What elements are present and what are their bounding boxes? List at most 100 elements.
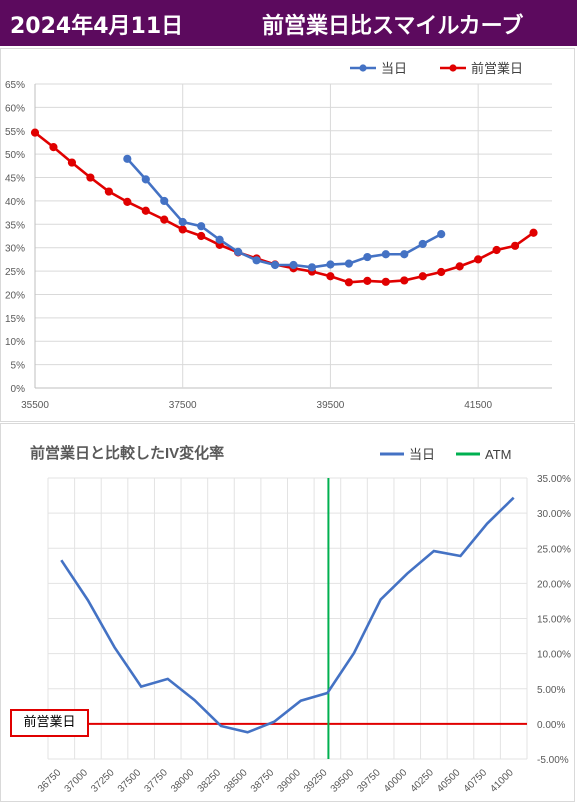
y-tick-label: 55% <box>5 127 25 138</box>
data-point-prev <box>197 231 206 241</box>
y-tick-label: 0.00% <box>537 720 565 731</box>
y-tick-label: 10% <box>5 337 25 348</box>
data-point-prev <box>510 241 520 250</box>
title-bar: 2024年4月11日 前営業日比スマイルカーブ <box>0 0 577 46</box>
data-point-prev <box>86 173 95 182</box>
data-point-prev <box>455 262 464 271</box>
page-date: 2024年4月11日 <box>10 14 184 39</box>
data-point-today <box>418 239 427 249</box>
x-tick-label: 37250 <box>89 767 117 795</box>
data-point-today <box>326 260 335 269</box>
x-tick-label: 40750 <box>462 767 490 795</box>
data-point-today <box>400 250 409 259</box>
y-tick-label: 45% <box>5 174 25 185</box>
x-tick-label: 39500 <box>317 400 345 411</box>
x-tick-label: 39500 <box>329 767 357 795</box>
x-tick-label: 38250 <box>196 767 224 795</box>
y-tick-label: 15.00% <box>537 615 571 626</box>
data-point-prev <box>418 272 427 281</box>
data-point-today <box>363 252 372 262</box>
data-point-prev <box>344 278 353 287</box>
data-point-prev <box>123 197 132 206</box>
x-tick-label: 36750 <box>36 767 64 795</box>
data-point-today <box>344 259 353 268</box>
y-tick-label: -5.00% <box>537 755 569 766</box>
x-tick-label: 39000 <box>275 767 303 795</box>
x-tick-label: 40500 <box>435 767 463 795</box>
y-tick-label: 5% <box>11 361 26 372</box>
series-line-today <box>60 496 515 734</box>
x-tick-label: 37500 <box>169 400 197 411</box>
x-tick-label: 35500 <box>21 400 49 411</box>
x-tick-label: 37000 <box>63 767 91 795</box>
x-tick-label: 39750 <box>355 767 383 795</box>
y-tick-label: 50% <box>5 150 25 161</box>
x-tick-label: 39250 <box>302 767 330 795</box>
y-tick-label: 35.00% <box>537 474 571 485</box>
x-tick-label: 40250 <box>409 767 437 795</box>
y-tick-label: 25.00% <box>537 544 571 555</box>
y-tick-label: 15% <box>5 314 25 325</box>
data-point-today <box>160 196 169 206</box>
legend-marker <box>449 64 457 72</box>
y-tick-label: 35% <box>5 220 25 231</box>
y-tick-label: 30% <box>5 244 25 255</box>
legend-label: ATM <box>485 447 511 462</box>
x-tick-label: 40000 <box>382 767 410 795</box>
data-point-prev <box>141 206 150 215</box>
data-point-today <box>178 217 187 227</box>
x-tick-label: 38750 <box>249 767 277 795</box>
x-tick-label: 38000 <box>169 767 197 795</box>
data-point-today <box>307 263 317 272</box>
data-point-prev <box>30 128 40 137</box>
y-tick-label: 20% <box>5 290 25 301</box>
data-point-today <box>215 235 224 244</box>
series-line-prev <box>34 131 535 284</box>
data-point-prev <box>104 187 113 196</box>
data-point-prev <box>400 276 409 285</box>
y-tick-label: 40% <box>5 197 25 208</box>
y-tick-label: 20.00% <box>537 579 571 590</box>
smile-curve-panel <box>0 48 575 422</box>
x-tick-label: 38500 <box>222 767 250 795</box>
y-tick-label: 30.00% <box>537 509 571 520</box>
legend-label: 前営業日 <box>471 61 523 76</box>
y-tick-label: 65% <box>5 80 25 91</box>
data-point-today <box>141 175 150 184</box>
data-point-prev <box>67 158 77 167</box>
data-point-prev <box>529 228 538 237</box>
x-tick-label: 37500 <box>116 767 144 795</box>
data-point-prev <box>437 267 446 277</box>
x-tick-label: 41500 <box>464 400 492 411</box>
data-point-today <box>123 154 132 163</box>
data-point-today <box>381 250 390 259</box>
data-point-today <box>289 260 298 270</box>
legend-label: 当日 <box>409 447 435 462</box>
legend-marker <box>359 64 367 72</box>
x-tick-label: 41000 <box>488 767 516 795</box>
data-point-prev <box>326 272 335 281</box>
y-tick-label: 60% <box>5 103 25 114</box>
y-tick-label: 5.00% <box>537 685 565 696</box>
data-point-today <box>234 247 243 257</box>
y-tick-label: 10.00% <box>537 650 571 661</box>
y-tick-label: 0% <box>11 384 26 395</box>
data-point-prev <box>381 277 390 286</box>
data-point-prev <box>49 143 58 152</box>
chart2-title: 前営業日と比較したIV変化率 <box>30 444 224 462</box>
data-point-today <box>252 256 261 265</box>
x-tick-label: 37750 <box>142 767 170 795</box>
baseline-label: 前営業日 <box>10 709 89 737</box>
data-point-prev <box>363 276 372 285</box>
data-point-prev <box>160 215 169 224</box>
data-point-prev <box>474 255 483 264</box>
data-point-today <box>270 260 280 270</box>
data-point-today <box>197 222 206 231</box>
data-point-today <box>437 230 446 239</box>
y-tick-label: 25% <box>5 267 25 278</box>
page-title: 前営業日比スマイルカーブ <box>262 14 524 39</box>
legend-label: 当日 <box>381 61 407 76</box>
data-point-prev <box>492 245 501 255</box>
